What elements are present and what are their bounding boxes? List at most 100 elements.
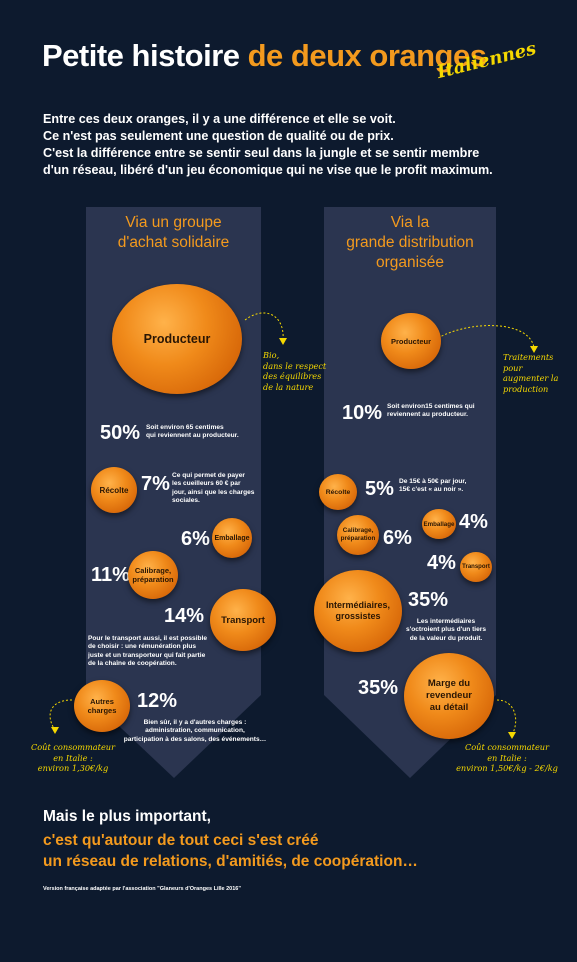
- left-autres-note: Bien sûr, il y a d'autres charges : admi…: [120, 719, 270, 744]
- conclusion-line-2: c'est qu'autour de tout ceci s'est créé: [43, 832, 319, 849]
- right-transport-orange: Transport: [460, 552, 492, 582]
- left-emballage-orange: Emballage: [212, 518, 252, 558]
- note-line: reviennent au producteur.: [387, 411, 468, 419]
- note-line: en Italie :: [53, 752, 93, 763]
- intro-line: Ce n'est pas seulement une question de q…: [43, 129, 394, 143]
- note-line: pour: [503, 362, 523, 373]
- note-line: Soit environ15 centimes qui: [387, 403, 475, 410]
- label-line: Autres: [90, 697, 114, 706]
- note-line: des équilibres: [263, 371, 322, 381]
- left-pct-7: 7%: [141, 473, 170, 495]
- right-pct-10-note: Soit environ15 centimes qui reviennent a…: [387, 403, 497, 420]
- right-pct-35-intermediaires: 35%: [408, 589, 449, 611]
- note-line: Soit environ 65 centimes: [146, 424, 224, 431]
- note-line: de la chaîne de coopération.: [88, 660, 177, 668]
- left-recolte-label: Récolte: [99, 485, 129, 495]
- note-line: administration, communication,: [145, 727, 245, 735]
- note-line: Les intermédiaires: [416, 618, 476, 625]
- left-cost-pointer: [49, 699, 73, 731]
- right-producer-orange: Producteur: [381, 313, 441, 369]
- left-producer-orange: Producteur: [112, 284, 242, 394]
- label-line: grossistes: [335, 611, 381, 621]
- right-marge-orange: Marge du revendeur au détail: [404, 653, 494, 739]
- note-line: Ce qui permet de payer: [172, 472, 245, 479]
- right-calibrage-orange: Calibrage, préparation: [337, 515, 379, 555]
- intro-text: Entre ces deux oranges, il y a une diffé…: [43, 111, 543, 179]
- right-pct-4-transport: 4%: [427, 552, 456, 574]
- right-pct-6: 6%: [383, 527, 412, 549]
- note-line: les cueilleurs 60 € par: [172, 480, 241, 488]
- note-line: en Italie :: [487, 752, 527, 763]
- note-line: Pour le transport aussi, il est possible: [88, 635, 208, 642]
- title-part2: de deux oranges: [247, 38, 487, 73]
- left-producer-note: Bio, dans le respect des équilibres de l…: [263, 350, 333, 392]
- right-pct-35-marge: 35%: [358, 677, 399, 699]
- note-line: environ 1,50€/kg - 2€/kg: [456, 763, 558, 773]
- note-line: environ 1,30€/kg: [37, 763, 109, 773]
- label-line: Calibrage,: [342, 527, 374, 534]
- right-heading-line: Via la: [390, 214, 430, 231]
- label-line: au détail: [429, 702, 469, 713]
- label-line: charges: [87, 706, 117, 715]
- note-line: qui reviennent au producteur.: [146, 432, 239, 440]
- label-line: Marge du: [427, 678, 471, 689]
- intro-line: d'un réseau, libéré d'un jeu économique …: [43, 163, 493, 177]
- note-line: jour, ainsi que les charges: [172, 488, 255, 496]
- right-intermediaires-orange: Intermédiaires, grossistes: [314, 570, 402, 652]
- note-line: de la valeur du produit.: [409, 634, 483, 642]
- note-line: dans le respect: [263, 360, 327, 371]
- left-pct-11: 11%: [91, 564, 130, 586]
- label-line: préparation: [340, 535, 376, 542]
- left-calibrage-orange: Calibrage, préparation: [128, 551, 178, 599]
- right-recolte-label: Récolte: [325, 488, 351, 496]
- note-line: production: [503, 383, 549, 394]
- label-line: Intermédiaires,: [325, 600, 391, 610]
- note-line: juste et un transporteur qui fait partie: [88, 651, 206, 659]
- note-line: de la nature: [263, 381, 314, 392]
- right-cost: Coût consommateur en Italie : environ 1,…: [452, 742, 562, 774]
- right-producer-pointer: [437, 325, 535, 349]
- left-autres-orange: Autres charges: [74, 680, 130, 732]
- note-line: Traitements: [503, 352, 554, 362]
- left-recolte-orange: Récolte: [91, 467, 137, 513]
- left-transport-note: Pour le transport aussi, il est possible…: [88, 635, 218, 669]
- left-pct-6: 6%: [181, 528, 210, 550]
- right-heading-line: grande distribution: [346, 234, 474, 251]
- conclusion-line-1: Mais le plus important,: [43, 808, 211, 825]
- note-line: Bio,: [263, 350, 280, 360]
- right-producer-label: Producteur: [390, 336, 431, 346]
- note-line: augmenter la: [503, 373, 559, 383]
- left-emballage-label: Emballage: [214, 534, 250, 542]
- right-pct-5-note: De 15€ à 50€ par jour, 15€ c'est « au no…: [399, 478, 499, 495]
- right-inter-note: Les intermédiaires s'octroient plus d'un…: [392, 618, 500, 643]
- conclusion-lines: c'est qu'autour de tout ceci s'est créé …: [43, 830, 418, 872]
- intro-line: C'est la différence entre se sentir seul…: [43, 146, 480, 160]
- left-pct-7-note: Ce qui permet de payer les cueilleurs 60…: [172, 472, 260, 506]
- label-line: revendeur: [426, 690, 472, 701]
- left-transport-orange: Transport: [210, 589, 276, 651]
- right-pct-5: 5%: [365, 478, 394, 500]
- left-pct-14: 14%: [164, 605, 205, 627]
- left-pct-50-note: Soit environ 65 centimes qui reviennent …: [146, 424, 256, 441]
- right-producer-note: Traitements pour augmenter la production: [503, 352, 573, 394]
- note-line: participation à des salons, des événemen…: [123, 735, 267, 743]
- right-cost-pointer: [496, 699, 517, 736]
- right-emballage-label: Emballage: [423, 520, 455, 528]
- credit-text: Version française adaptée par l'associat…: [43, 886, 241, 892]
- left-transport-label: Transport: [221, 614, 265, 626]
- left-heading-line: Via un groupe: [125, 214, 222, 231]
- note-line: De 15€ à 50€ par jour,: [399, 478, 467, 485]
- right-recolte-orange: Récolte: [319, 474, 357, 510]
- note-line: 15€ c'est « au noir ».: [399, 486, 464, 494]
- note-line: de choisir : une rémunération plus: [88, 643, 197, 651]
- label-line: Calibrage,: [134, 566, 172, 575]
- note-line: s'octroient plus d'un tiers: [405, 626, 487, 634]
- intro-line: Entre ces deux oranges, il y a une diffé…: [43, 112, 396, 126]
- right-pct-10: 10%: [342, 402, 383, 424]
- left-heading: Via un groupe d'achat solidaire: [86, 213, 261, 253]
- page-title: Petite histoire de deux oranges: [42, 38, 487, 74]
- left-heading-line: d'achat solidaire: [117, 234, 230, 251]
- left-producer-label: Producteur: [143, 332, 211, 346]
- note-line: Bien sûr, il y a d'autres charges :: [143, 719, 247, 726]
- note-line: sociales.: [172, 497, 200, 505]
